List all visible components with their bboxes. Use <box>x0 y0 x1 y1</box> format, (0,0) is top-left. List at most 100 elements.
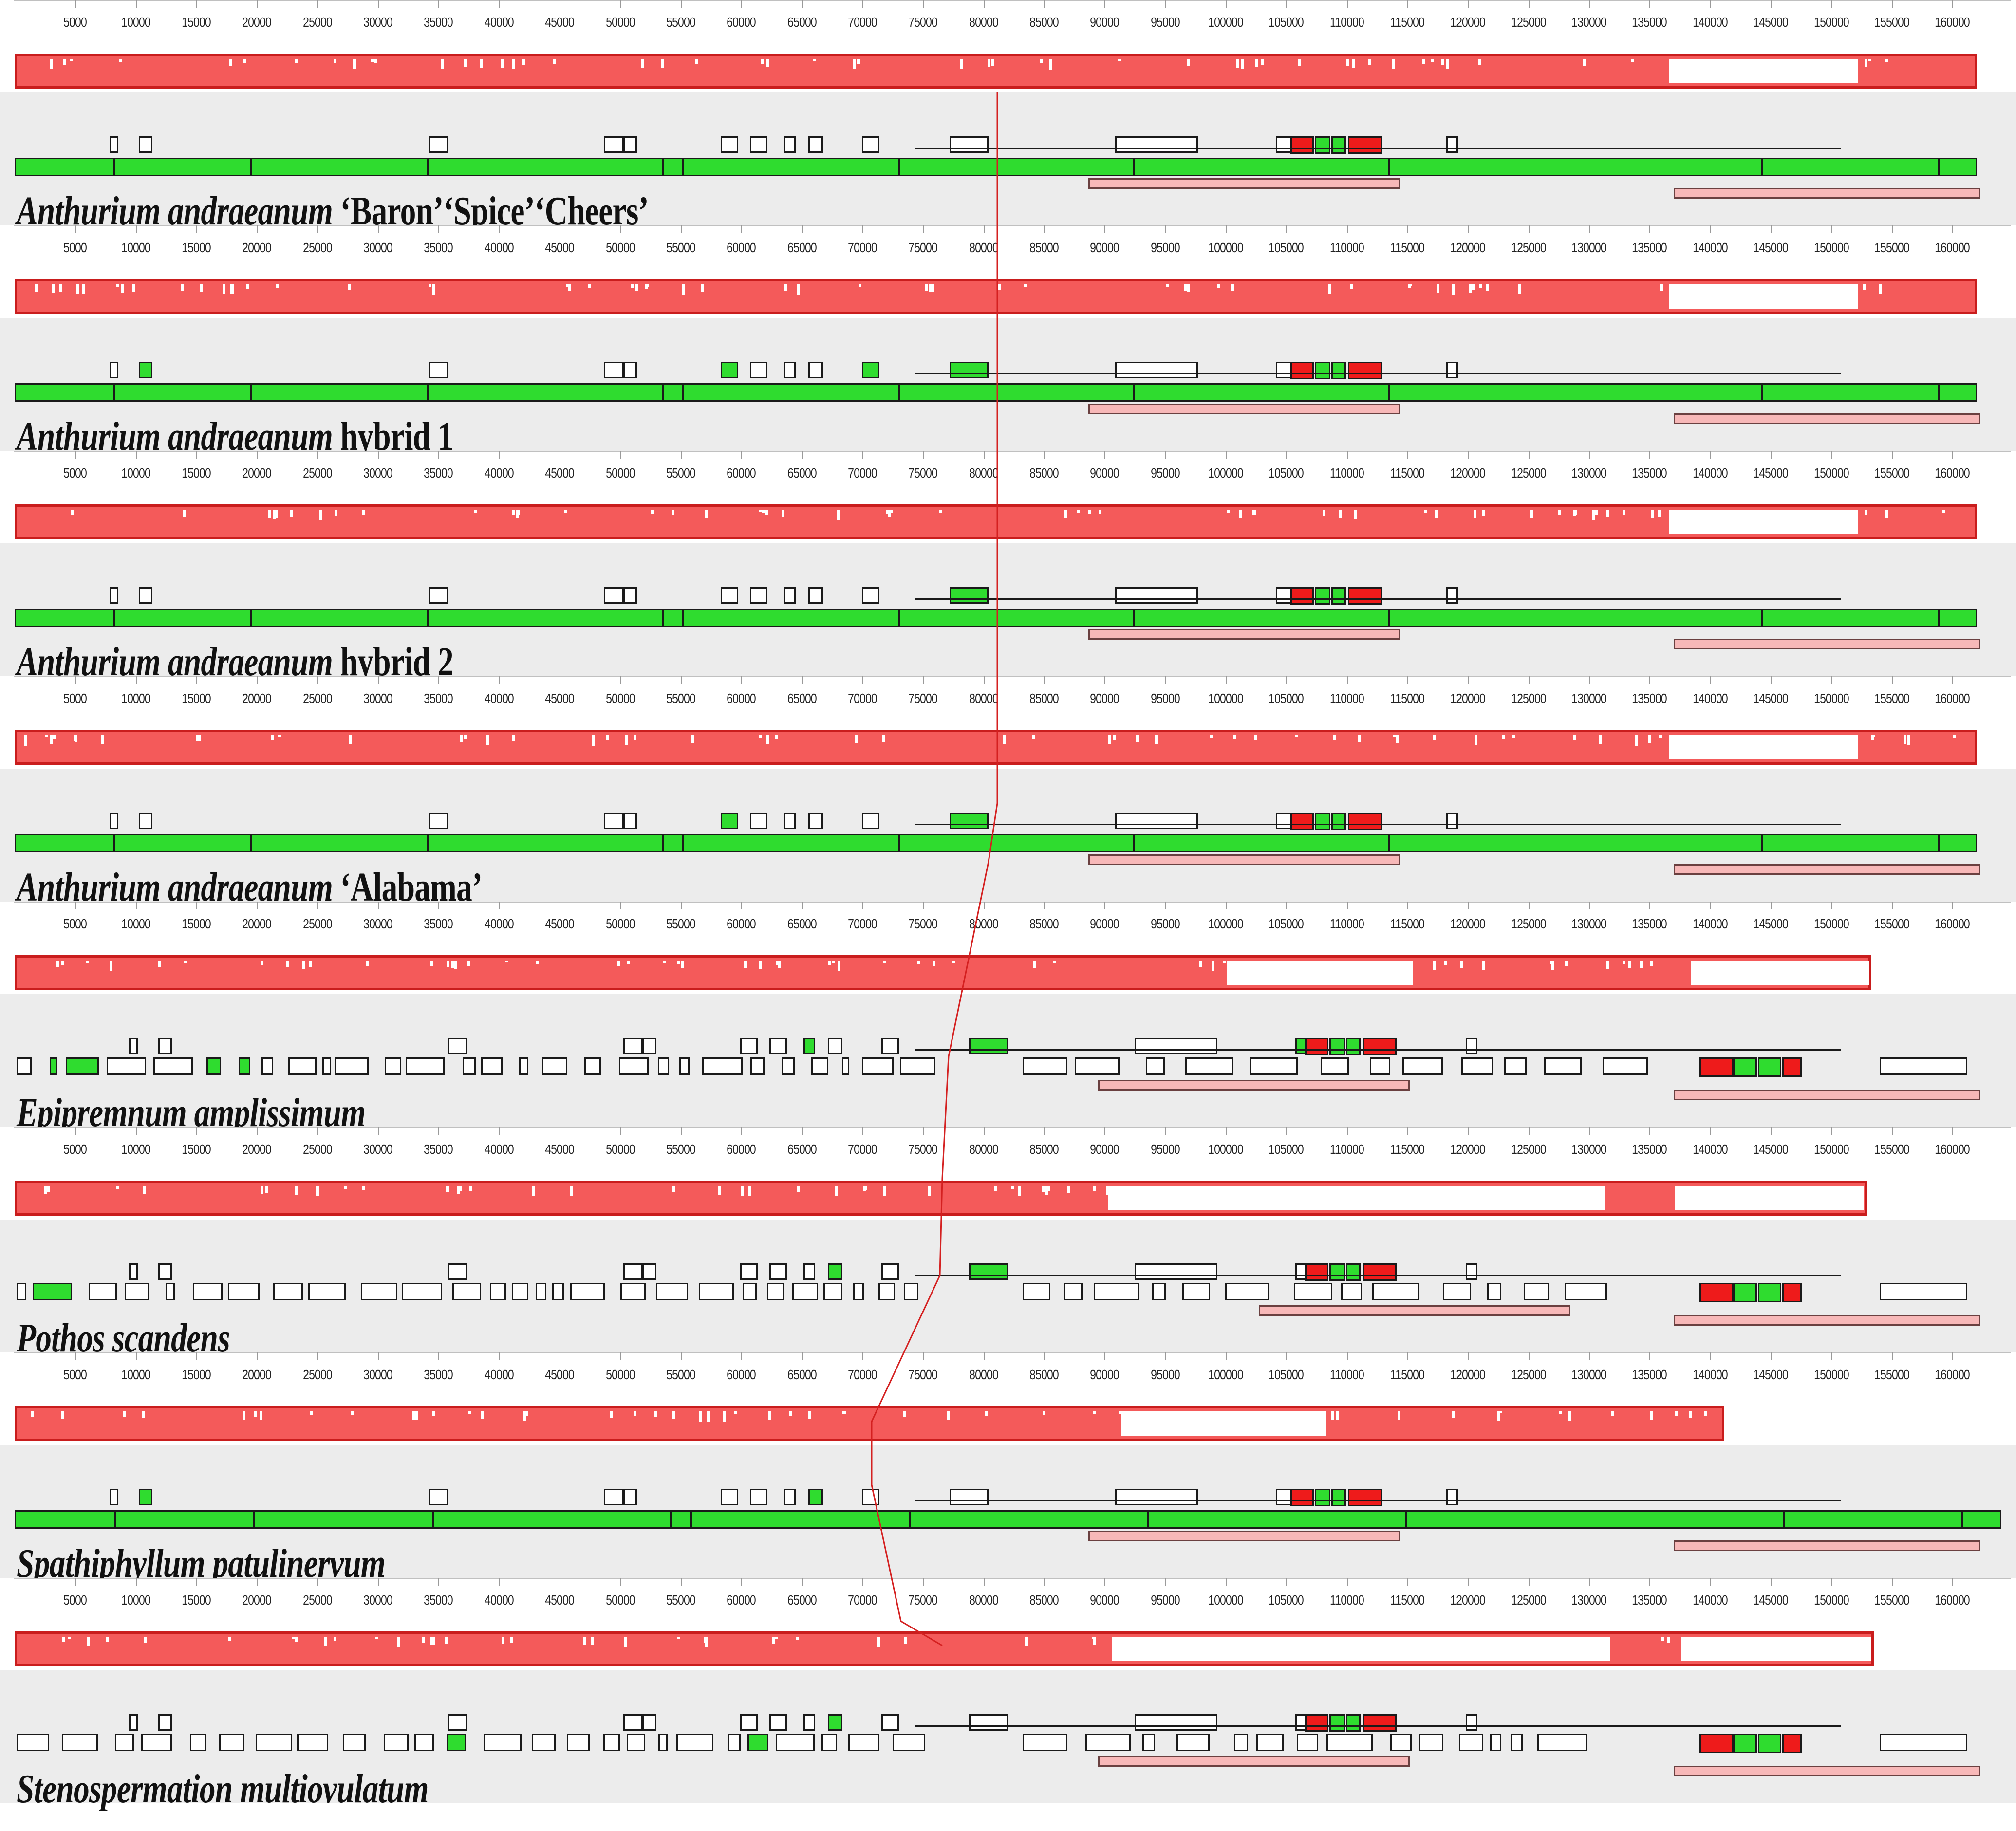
gene-box[interactable] <box>189 1734 207 1751</box>
gene-box[interactable] <box>1487 1283 1501 1300</box>
gene-block-bar[interactable] <box>15 609 1977 627</box>
gene-box[interactable] <box>110 1489 118 1505</box>
gene-box[interactable] <box>17 1283 26 1300</box>
gene-box[interactable] <box>604 587 623 604</box>
gene-box[interactable] <box>740 1714 758 1731</box>
gene-box[interactable] <box>1758 1734 1781 1753</box>
gene-box[interactable] <box>114 1734 134 1751</box>
gene-box[interactable] <box>862 1489 879 1505</box>
gene-box[interactable] <box>1363 1263 1397 1281</box>
gene-box[interactable] <box>1734 1057 1757 1077</box>
gene-box[interactable] <box>969 1263 1008 1280</box>
gene-box[interactable] <box>65 1057 99 1075</box>
gene-box[interactable] <box>626 1734 646 1751</box>
gene-box[interactable] <box>604 362 623 378</box>
gene-box[interactable] <box>1369 1057 1391 1075</box>
gene-box[interactable] <box>1135 1263 1217 1280</box>
gene-box[interactable] <box>567 1734 590 1751</box>
gene-box[interactable] <box>1115 362 1198 378</box>
gene-box[interactable] <box>808 136 823 153</box>
gene-box[interactable] <box>139 362 152 378</box>
gene-box[interactable] <box>1331 1489 1346 1506</box>
inverted-repeat-bar[interactable] <box>1674 1090 1980 1100</box>
gene-box[interactable] <box>750 1057 765 1075</box>
gene-box[interactable] <box>750 362 767 378</box>
gene-box[interactable] <box>1064 1283 1083 1300</box>
gene-box[interactable] <box>643 1038 656 1054</box>
gene-box[interactable] <box>769 1263 787 1280</box>
gene-box[interactable] <box>623 1263 643 1280</box>
gene-box[interactable] <box>405 1057 445 1075</box>
inverted-repeat-bar[interactable] <box>1088 178 1400 189</box>
gene-box[interactable] <box>676 1734 713 1751</box>
gene-box[interactable] <box>904 1283 919 1300</box>
gene-box[interactable] <box>1490 1734 1502 1751</box>
gene-box[interactable] <box>740 1038 758 1054</box>
inverted-repeat-bar[interactable] <box>1674 413 1980 424</box>
inverted-repeat-bar[interactable] <box>1088 854 1400 865</box>
gene-box[interactable] <box>288 1057 317 1075</box>
gene-box[interactable] <box>1294 1283 1332 1300</box>
gene-box[interactable] <box>721 1489 738 1505</box>
gene-box[interactable] <box>803 1714 815 1731</box>
gene-box[interactable] <box>679 1057 690 1075</box>
gene-box[interactable] <box>141 1734 172 1751</box>
gene-box[interactable] <box>1305 1263 1328 1281</box>
gene-box[interactable] <box>448 1038 467 1054</box>
gene-box[interactable] <box>603 1734 620 1751</box>
gene-box[interactable] <box>1256 1734 1284 1751</box>
gene-box[interactable] <box>1142 1734 1156 1751</box>
gene-box[interactable] <box>828 1263 842 1280</box>
gene-box[interactable] <box>360 1283 398 1300</box>
gene-box[interactable] <box>699 1283 734 1300</box>
gene-box[interactable] <box>1145 1057 1165 1075</box>
gene-box[interactable] <box>1537 1734 1588 1751</box>
gene-box[interactable] <box>519 1057 528 1075</box>
gene-box[interactable] <box>878 1283 895 1300</box>
gene-box[interactable] <box>1315 1489 1330 1506</box>
gene-box[interactable] <box>1023 1734 1067 1751</box>
gene-box[interactable] <box>1348 587 1382 605</box>
gene-box[interactable] <box>900 1057 936 1075</box>
gene-box[interactable] <box>139 136 152 153</box>
gene-box[interactable] <box>1315 136 1330 154</box>
gene-box[interactable] <box>604 136 623 153</box>
gene-box[interactable] <box>511 1283 528 1300</box>
sequence-identity-block[interactable] <box>15 730 1977 765</box>
gene-box[interactable] <box>1699 1057 1734 1077</box>
inverted-repeat-bar[interactable] <box>1674 639 1980 649</box>
gene-box[interactable] <box>750 1489 767 1505</box>
gene-box[interactable] <box>1348 136 1382 154</box>
gene-box[interactable] <box>308 1283 346 1300</box>
gene-block-bar[interactable] <box>15 834 1977 852</box>
inverted-repeat-bar[interactable] <box>1259 1305 1570 1316</box>
sequence-identity-block[interactable] <box>15 54 1977 89</box>
gene-box[interactable] <box>721 362 738 378</box>
gene-box[interactable] <box>193 1283 223 1300</box>
gene-box[interactable] <box>297 1734 328 1751</box>
gene-box[interactable] <box>165 1283 175 1300</box>
gene-box[interactable] <box>1459 1734 1483 1751</box>
gene-box[interactable] <box>728 1734 741 1751</box>
gene-box[interactable] <box>950 362 989 378</box>
gene-box[interactable] <box>17 1057 32 1075</box>
gene-box[interactable] <box>1182 1283 1210 1300</box>
gene-box[interactable] <box>950 136 989 153</box>
gene-box[interactable] <box>828 1714 842 1731</box>
gene-box[interactable] <box>1390 1734 1412 1751</box>
gene-box[interactable] <box>1305 1714 1328 1732</box>
gene-box[interactable] <box>1135 1714 1217 1731</box>
gene-box[interactable] <box>1250 1057 1298 1075</box>
gene-box[interactable] <box>158 1263 172 1280</box>
gene-box[interactable] <box>532 1734 556 1751</box>
gene-box[interactable] <box>219 1734 245 1751</box>
gene-box[interactable] <box>1094 1283 1139 1300</box>
gene-box[interactable] <box>792 1283 818 1300</box>
gene-box[interactable] <box>750 587 767 604</box>
gene-box[interactable] <box>1346 1263 1361 1281</box>
gene-box[interactable] <box>158 1714 172 1731</box>
gene-box[interactable] <box>1782 1057 1802 1077</box>
gene-block-bar[interactable] <box>15 383 1977 402</box>
gene-box[interactable] <box>1023 1057 1067 1075</box>
gene-box[interactable] <box>623 587 637 604</box>
